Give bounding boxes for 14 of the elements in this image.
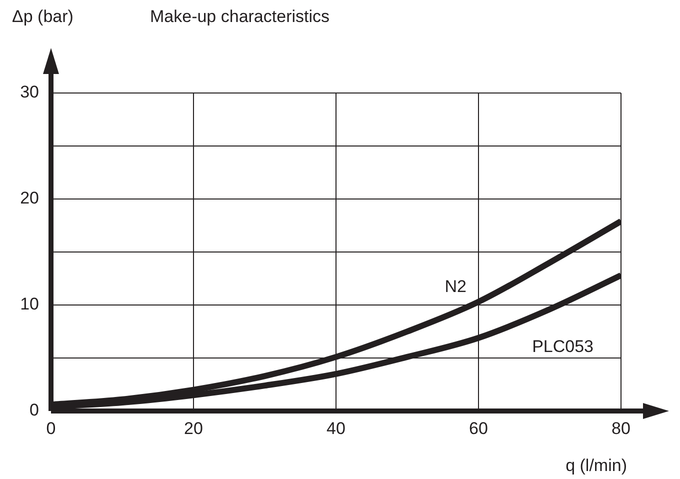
- x-tick-label: 20: [184, 418, 203, 438]
- x-tick-label: 0: [46, 418, 56, 438]
- x-tick-label: 40: [326, 418, 346, 438]
- y-tick-label: 20: [20, 188, 39, 208]
- x-tick-label: 60: [469, 418, 488, 438]
- x-axis-title: q (l/min): [566, 456, 627, 475]
- y-tick-label: 0: [30, 400, 39, 420]
- series-label: PLC053: [532, 336, 594, 356]
- y-tick-label: 30: [20, 82, 39, 102]
- series-label: N2: [444, 276, 466, 296]
- y-tick-label: 10: [20, 294, 39, 314]
- chart-title: Make-up characteristics: [150, 7, 330, 26]
- y-axis-title: Δp (bar): [12, 7, 74, 26]
- x-tick-label: 80: [612, 418, 630, 438]
